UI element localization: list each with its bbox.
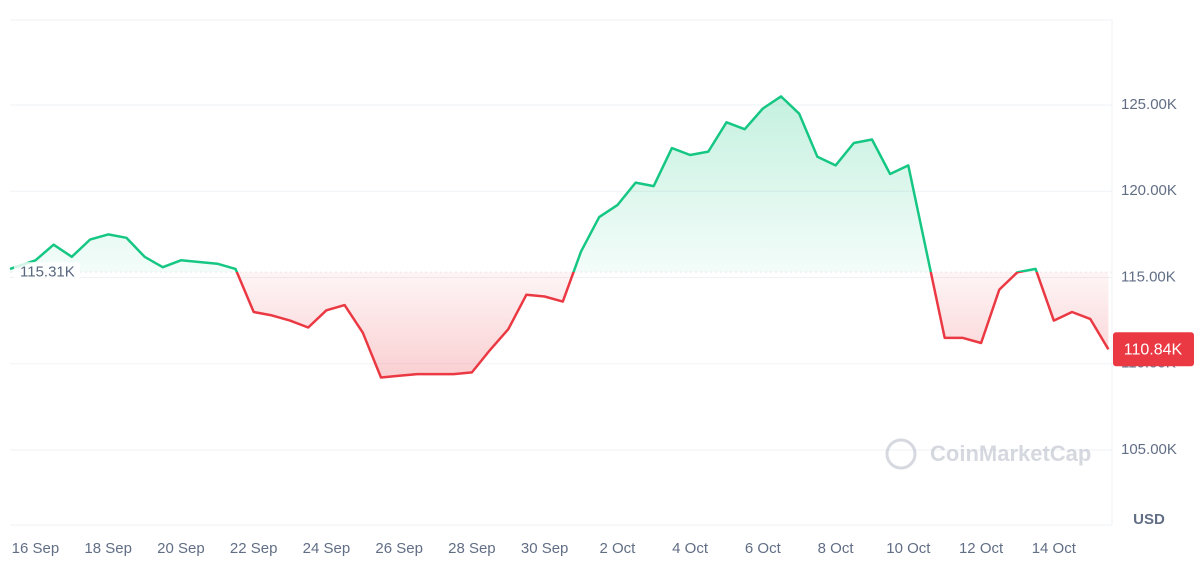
- x-tick-label: 22 Sep: [230, 540, 278, 557]
- x-tick-label: 6 Oct: [745, 540, 782, 557]
- plot-area: [9, 95, 1112, 379]
- x-tick-label: 16 Sep: [12, 540, 60, 557]
- x-tick-label: 26 Sep: [375, 540, 423, 557]
- x-tick-label: 12 Oct: [959, 540, 1004, 557]
- x-tick-label: 14 Oct: [1032, 540, 1077, 557]
- watermark: CoinMarketCap: [885, 438, 1091, 470]
- x-tick-label: 2 Oct: [599, 540, 636, 557]
- watermark-logo: [885, 438, 917, 470]
- price-area: [10, 96, 1109, 378]
- x-tick-label: 30 Sep: [521, 540, 569, 557]
- x-tick-label: 10 Oct: [886, 540, 931, 557]
- watermark-text: CoinMarketCap: [930, 441, 1091, 466]
- y-tick-label: 125.00K: [1121, 96, 1177, 113]
- last-price-badge: [1113, 332, 1194, 367]
- x-tick-label: 20 Sep: [157, 540, 205, 557]
- y-tick-label: 120.00K: [1121, 182, 1177, 199]
- last-price-label: 110.84K: [1124, 341, 1183, 358]
- baseline-label-bg: [14, 262, 80, 283]
- x-tick-label: 24 Sep: [303, 540, 351, 557]
- x-tick-label: 4 Oct: [672, 540, 709, 557]
- x-tick-label: 8 Oct: [818, 540, 855, 557]
- price-line: [9, 95, 1110, 379]
- x-tick-label: 28 Sep: [448, 540, 496, 557]
- x-tick-label: 18 Sep: [84, 540, 132, 557]
- baseline-label: 115.31K: [20, 264, 75, 281]
- y-unit: USD: [1133, 511, 1165, 528]
- y-tick-label: 105.00K: [1121, 441, 1177, 458]
- y-tick-label: 115.00K: [1121, 268, 1176, 285]
